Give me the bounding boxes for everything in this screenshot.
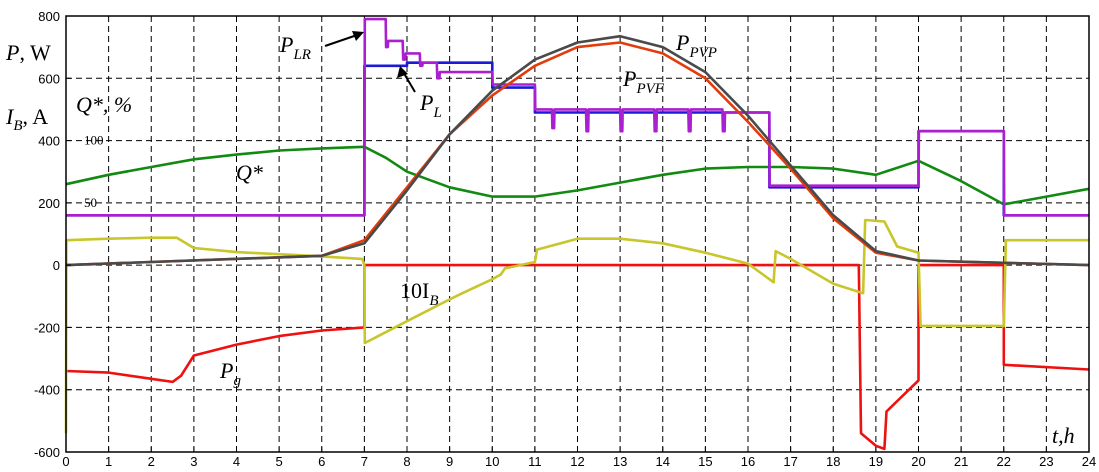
x-tick-22: 22 <box>997 454 1011 469</box>
ticks: 0 1 2 3 4 5 6 7 8 9 10 11 12 13 14 15 16 17 18 19 20 21 22 23 24… <box>34 9 1096 469</box>
x-tick-10: 10 <box>485 454 499 469</box>
x-tick-4: 4 <box>233 454 240 469</box>
y-tick-3: 200 <box>38 196 60 211</box>
y-tick-2: 400 <box>38 134 60 149</box>
x-tick-12: 12 <box>570 454 584 469</box>
series-pvf <box>65 41 1090 267</box>
x-tick-20: 20 <box>911 454 925 469</box>
x-axis-label: t,h <box>1052 423 1075 448</box>
y-tick-6: -400 <box>34 383 60 398</box>
q-tick-1: 50 <box>84 195 97 210</box>
label-pvf: PPVF <box>622 66 665 97</box>
x-tick-2: 2 <box>148 454 155 469</box>
x-tick-16: 16 <box>741 454 755 469</box>
arrow-pl-head <box>397 66 408 78</box>
label-plr: PLR <box>279 32 311 63</box>
y-label-q: Q*, % <box>76 92 132 117</box>
y-tick-0: 800 <box>38 9 60 24</box>
q-tick-0: 100 <box>84 133 104 148</box>
y-label-ib: IB, A <box>5 104 48 134</box>
series-pg <box>65 263 1090 451</box>
x-tick-17: 17 <box>783 454 797 469</box>
y-label-p: P, W <box>5 40 51 65</box>
x-tick-8: 8 <box>403 454 410 469</box>
y-tick-1: 600 <box>38 71 60 86</box>
x-tick-7: 7 <box>361 454 368 469</box>
y-tick-5: -200 <box>34 320 60 335</box>
label-pvp: PPVP <box>675 30 717 61</box>
x-tick-6: 6 <box>318 454 325 469</box>
label-ib: 10IB <box>400 278 439 309</box>
x-tick-9: 9 <box>446 454 453 469</box>
x-tick-13: 13 <box>613 454 627 469</box>
label-q: Q* <box>236 160 263 185</box>
series-layer <box>64 17 1090 451</box>
x-tick-19: 19 <box>869 454 883 469</box>
x-tick-1: 1 <box>105 454 112 469</box>
x-tick-15: 15 <box>698 454 712 469</box>
y-tick-4: 0 <box>53 258 60 273</box>
series-plr <box>66 17 1089 217</box>
x-tick-21: 21 <box>954 454 968 469</box>
x-tick-3: 3 <box>190 454 197 469</box>
label-pl: PL <box>419 90 442 121</box>
y-tick-7: -600 <box>34 445 60 460</box>
x-tick-0: 0 <box>62 454 69 469</box>
series-pvp <box>65 34 1090 267</box>
arrow-plr-head <box>352 31 364 41</box>
x-tick-23: 23 <box>1039 454 1053 469</box>
series-ib <box>64 218 1089 434</box>
x-tick-5: 5 <box>276 454 283 469</box>
series-q <box>65 145 1090 206</box>
label-pg: Pg <box>219 358 241 389</box>
x-tick-24: 24 <box>1082 454 1096 469</box>
x-tick-11: 11 <box>528 454 542 469</box>
x-tick-14: 14 <box>656 454 670 469</box>
x-tick-18: 18 <box>826 454 840 469</box>
